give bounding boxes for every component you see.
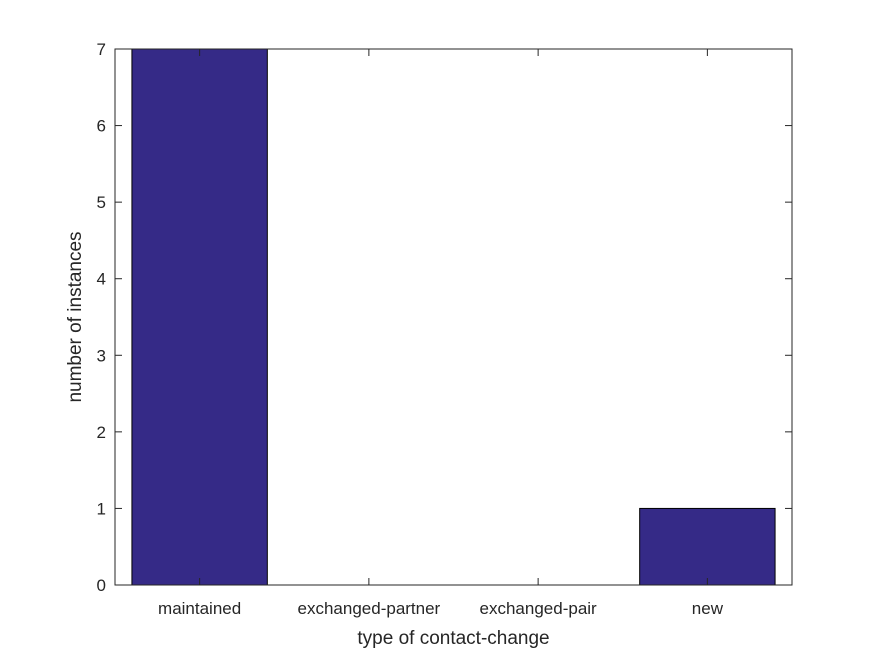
x-tick-label: exchanged-partner xyxy=(298,599,441,618)
bar-new xyxy=(639,507,776,586)
x-axis-label: type of contact-change xyxy=(357,628,549,649)
y-tick-label: 1 xyxy=(97,499,106,518)
axes-box xyxy=(114,48,793,586)
bars xyxy=(131,48,776,586)
y-tick-label: 5 xyxy=(97,193,106,212)
x-tick-label: exchanged-pair xyxy=(480,599,598,618)
y-tick-label: 0 xyxy=(97,576,106,595)
ticks: maintained exchanged-partner exchanged-pai… xyxy=(97,40,792,618)
x-tick-label: new xyxy=(692,599,724,618)
y-tick-label: 4 xyxy=(97,270,106,289)
y-tick-label: 6 xyxy=(97,117,106,136)
y-tick-label: 2 xyxy=(97,423,106,442)
x-tick-label: maintained xyxy=(158,599,241,618)
y-axis-label: number of instances xyxy=(65,231,86,402)
y-tick-label: 3 xyxy=(97,346,106,365)
y-tick-label: 7 xyxy=(97,40,106,59)
bar-maintained xyxy=(131,48,268,586)
